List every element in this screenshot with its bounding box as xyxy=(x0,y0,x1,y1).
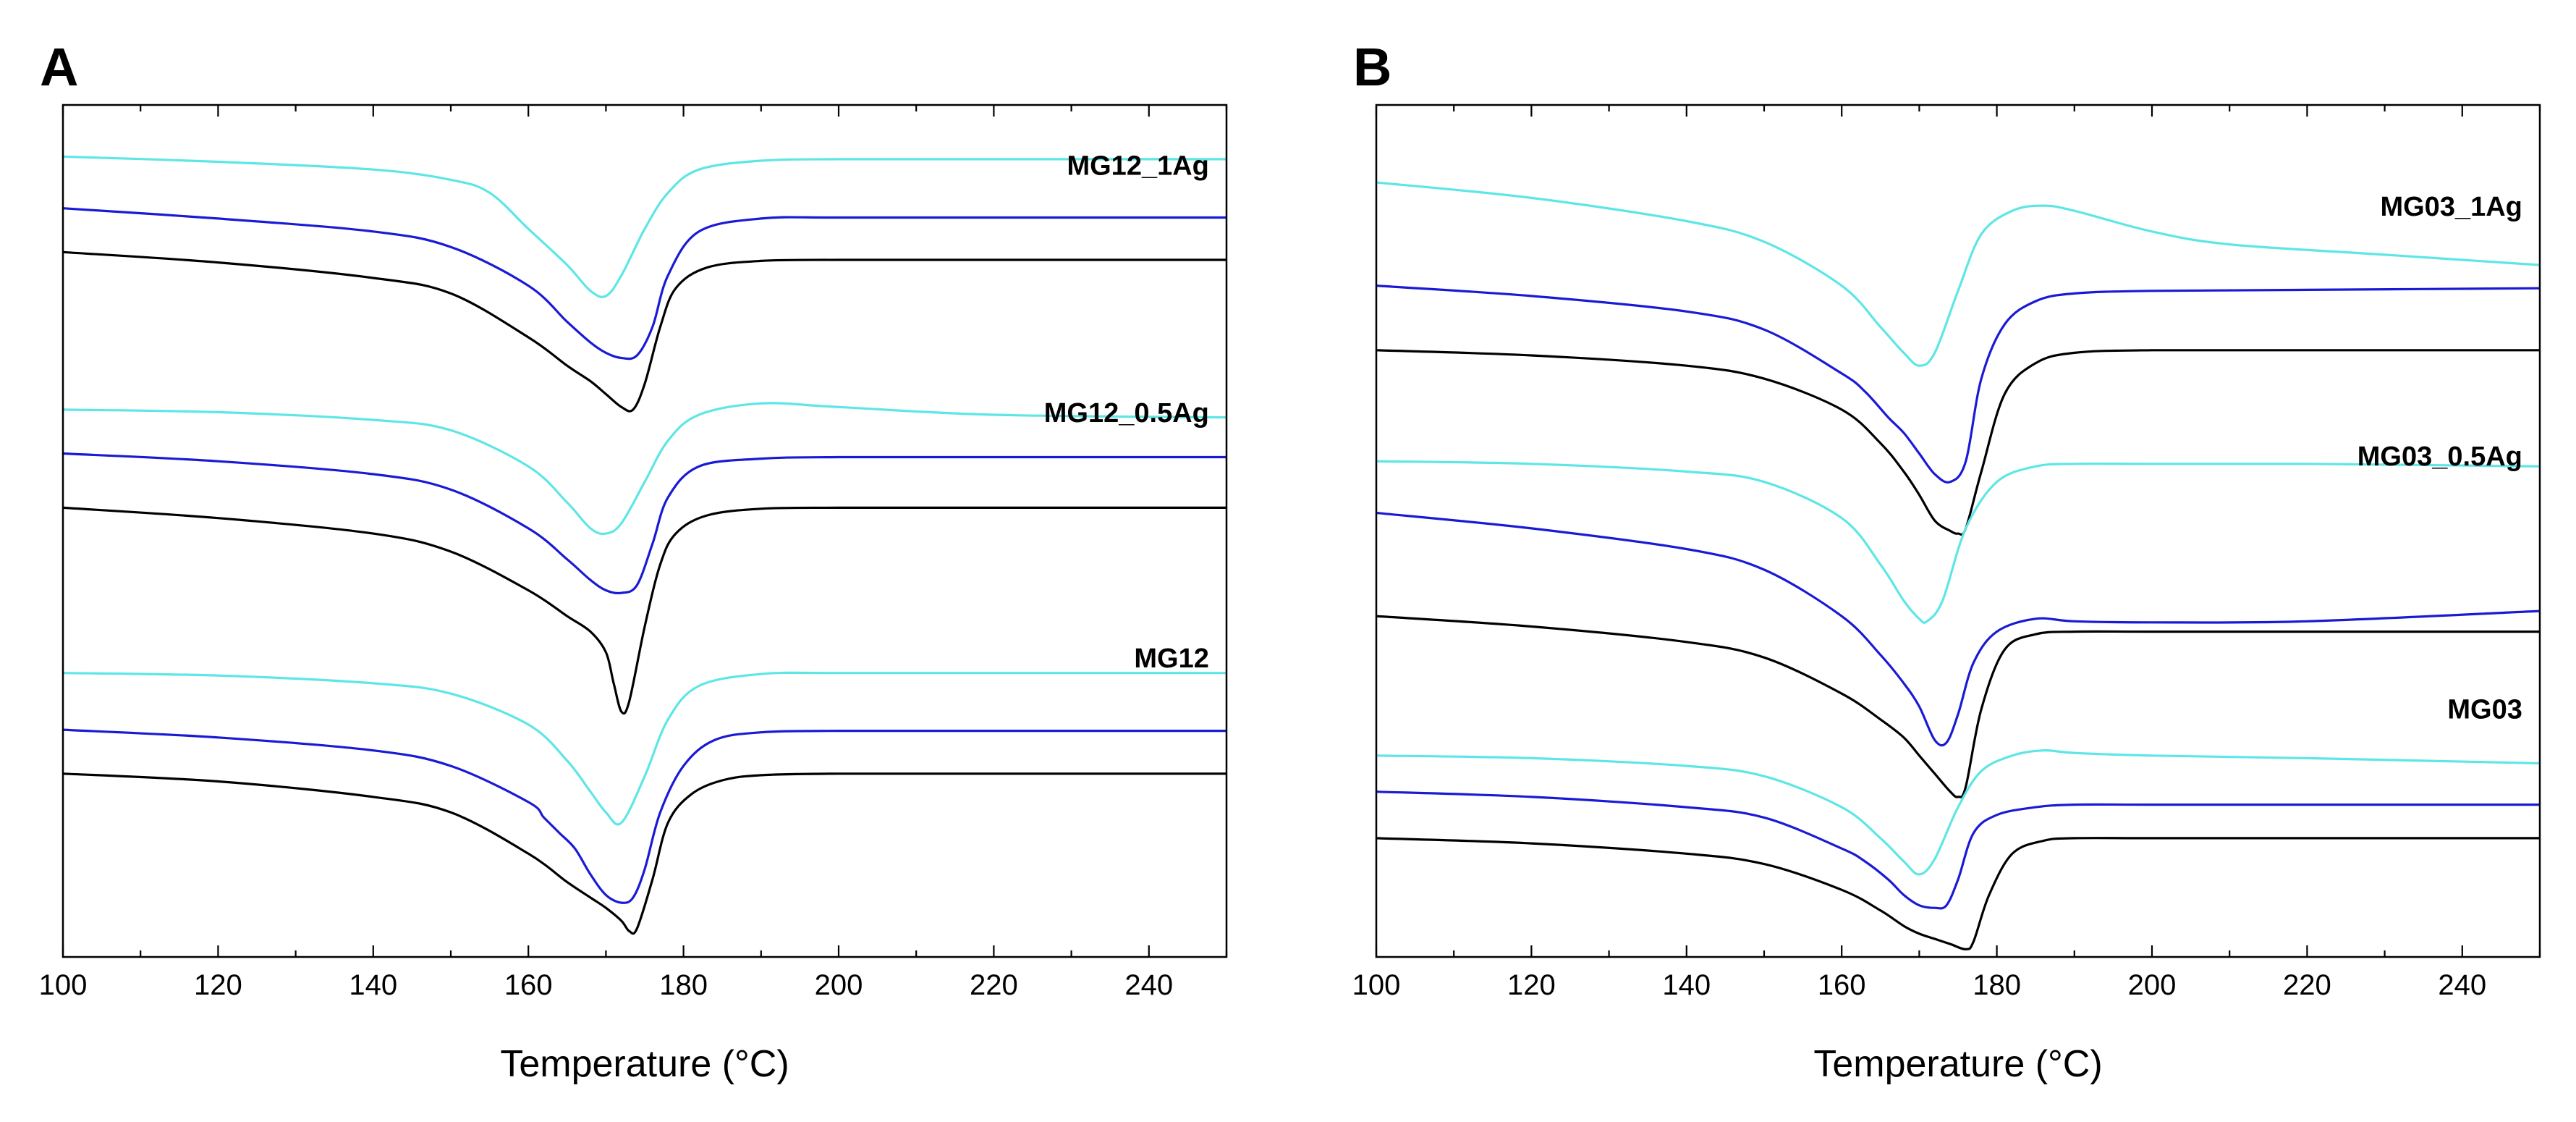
x-tick-label: 220 xyxy=(970,969,1018,1001)
x-tick-label: 160 xyxy=(504,969,553,1001)
x-tick-label: 140 xyxy=(349,969,397,1001)
curves xyxy=(63,155,1226,935)
series-line xyxy=(63,728,1226,904)
panel-label: B xyxy=(1353,37,1391,97)
panel-a: A MG12_1Ag MG12_0.5Ag MG12 100 120 140 160 180 20… xyxy=(39,37,1228,1085)
series-line xyxy=(1376,837,2540,950)
series-line xyxy=(1376,615,2540,798)
series-group-label: MG03_1Ag xyxy=(2380,192,2522,222)
series-group-label: MG12_1Ag xyxy=(1067,151,1208,182)
plot-frame xyxy=(1375,104,2541,958)
x-tick-label: 200 xyxy=(2128,969,2177,1001)
x-tick-label: 240 xyxy=(1124,969,1173,1001)
series-line xyxy=(1376,284,2540,484)
series-line xyxy=(63,452,1226,595)
x-tick-label: 160 xyxy=(1818,969,1866,1001)
series-line xyxy=(63,671,1226,826)
series-group-label: MG12 xyxy=(1134,644,1208,674)
x-tick-label: 120 xyxy=(194,969,242,1001)
x-tick-label: 180 xyxy=(1973,969,2021,1001)
panel-label: A xyxy=(40,37,78,97)
series-line xyxy=(63,250,1226,413)
x-tick-label: 100 xyxy=(39,969,88,1001)
series-line xyxy=(63,402,1226,536)
series-line xyxy=(1376,348,2540,536)
x-tick-label: 120 xyxy=(1507,969,1556,1001)
plot-frame xyxy=(62,104,1228,958)
series-line xyxy=(63,772,1226,935)
series-line xyxy=(1376,749,2540,876)
series-line xyxy=(1376,460,2540,624)
x-tick-label: 140 xyxy=(1662,969,1711,1001)
series-group-label: MG03_0.5Ag xyxy=(2357,442,2522,472)
x-tick-label: 240 xyxy=(2438,969,2486,1001)
x-tick-label: 180 xyxy=(659,969,708,1001)
curves xyxy=(1376,181,2540,950)
x-tick-label: 220 xyxy=(2283,969,2331,1001)
x-axis-title: Temperature (°C) xyxy=(1813,1043,2102,1085)
x-tick-label: 100 xyxy=(1352,969,1401,1001)
series-line xyxy=(1376,790,2540,910)
series-group-label: MG12_0.5Ag xyxy=(1044,398,1209,429)
series-line xyxy=(1376,511,2540,747)
series-line xyxy=(1376,181,2540,367)
series-line xyxy=(63,506,1226,715)
series-line xyxy=(63,155,1226,298)
series-line xyxy=(63,207,1226,360)
series-group-label: MG03 xyxy=(2447,694,2522,725)
panel-b: B MG03_1Ag MG03_0.5Ag MG03 100 120 140 160 180 20… xyxy=(1352,37,2541,1085)
x-tick-label: 200 xyxy=(815,969,863,1001)
x-axis-title: Temperature (°C) xyxy=(500,1043,789,1085)
